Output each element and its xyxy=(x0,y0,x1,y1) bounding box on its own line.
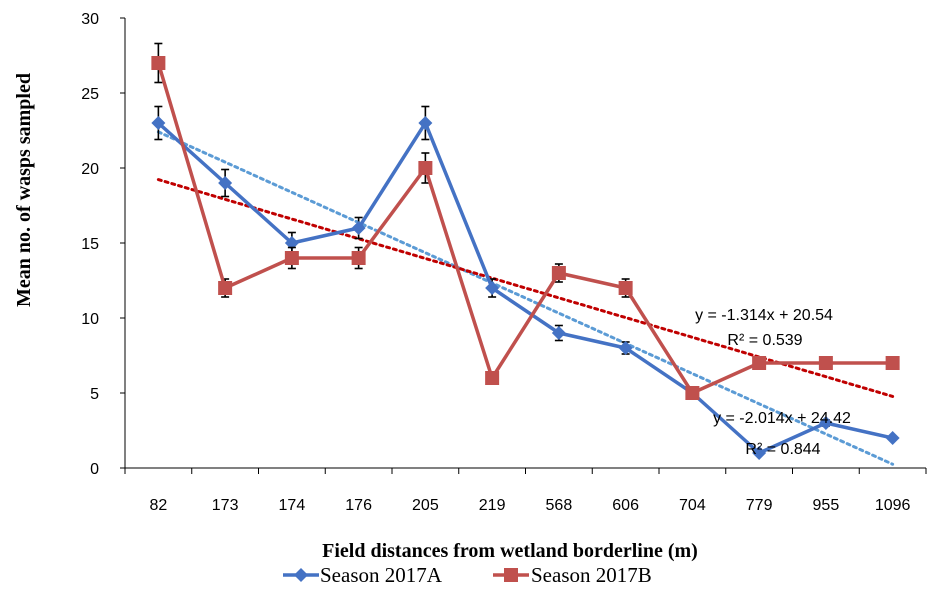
data-point xyxy=(418,161,433,175)
series-2 xyxy=(151,42,900,400)
y-tick-label: 25 xyxy=(81,86,99,103)
data-point xyxy=(885,356,900,370)
x-tick-label: 174 xyxy=(279,497,306,514)
x-tick-label: 779 xyxy=(746,497,773,514)
y-tick-label: 30 xyxy=(81,11,99,28)
data-point xyxy=(618,281,633,295)
y-tick-label: 15 xyxy=(81,236,99,253)
data-point xyxy=(818,416,833,430)
x-tick-label: 205 xyxy=(412,497,439,514)
x-tick-label: 82 xyxy=(149,497,167,514)
legend-label: Season 2017A xyxy=(320,563,443,587)
x-tick-label: 176 xyxy=(345,497,372,514)
x-axis-title: Field distances from wetland borderline … xyxy=(322,540,698,562)
x-tick-label: 606 xyxy=(612,497,639,514)
data-point xyxy=(752,356,767,370)
y-tick-label: 10 xyxy=(81,311,99,328)
data-point xyxy=(685,386,700,400)
y-axis-title: Mean no. of wasps sampled xyxy=(13,73,35,307)
data-point xyxy=(551,326,566,340)
x-tick-label: 1096 xyxy=(875,497,911,514)
y-tick-label: 5 xyxy=(90,386,99,403)
axes: 0 5 10 15 20 25 30 82 173 174 176 205 219 568 606 704 77… xyxy=(81,11,927,514)
data-point xyxy=(551,266,566,280)
data-point xyxy=(418,116,433,130)
data-point xyxy=(151,116,166,130)
data-point xyxy=(752,446,767,460)
trendline xyxy=(156,130,895,466)
data-point xyxy=(284,236,299,250)
y-tick-label: 0 xyxy=(90,461,99,478)
x-tick-label: 173 xyxy=(212,497,239,514)
series-line xyxy=(157,121,894,455)
data-point xyxy=(351,221,366,235)
trendlines xyxy=(156,130,895,466)
trendline-equation: y = -1.314x + 20.54 xyxy=(695,307,833,324)
trendline-equation: y = -2.014x + 24.42 xyxy=(713,410,851,427)
data-point xyxy=(618,341,633,355)
annotations: y = -2.014x + 24.42 R² = 0.844 y = -1.314x… xyxy=(695,307,851,458)
data-point xyxy=(351,251,366,265)
legend: Season 2017A Season 2017B xyxy=(283,563,652,587)
legend-marker xyxy=(504,568,518,582)
data-point xyxy=(218,281,233,295)
x-tick-label: 568 xyxy=(546,497,573,514)
data-point xyxy=(885,431,900,445)
trendline xyxy=(156,178,895,398)
series-line xyxy=(156,62,893,395)
data-point xyxy=(485,281,500,295)
series-1 xyxy=(151,105,900,460)
legend-item: Season 2017B xyxy=(493,563,652,587)
trendline-r-squared: R² = 0.844 xyxy=(745,441,820,458)
y-tick-label: 20 xyxy=(81,161,99,178)
data-point xyxy=(818,356,833,370)
x-tick-label: 704 xyxy=(679,497,706,514)
x-tick-label: 219 xyxy=(479,497,506,514)
data-point xyxy=(485,371,500,385)
series-layer xyxy=(151,42,900,460)
data-point xyxy=(284,251,299,265)
data-point xyxy=(218,176,233,190)
legend-item: Season 2017A xyxy=(283,563,443,587)
trendline-r-squared: R² = 0.539 xyxy=(727,332,802,349)
legend-label: Season 2017B xyxy=(531,563,652,587)
x-tick-label: 955 xyxy=(813,497,840,514)
legend-marker xyxy=(294,568,308,582)
data-point xyxy=(151,56,166,70)
